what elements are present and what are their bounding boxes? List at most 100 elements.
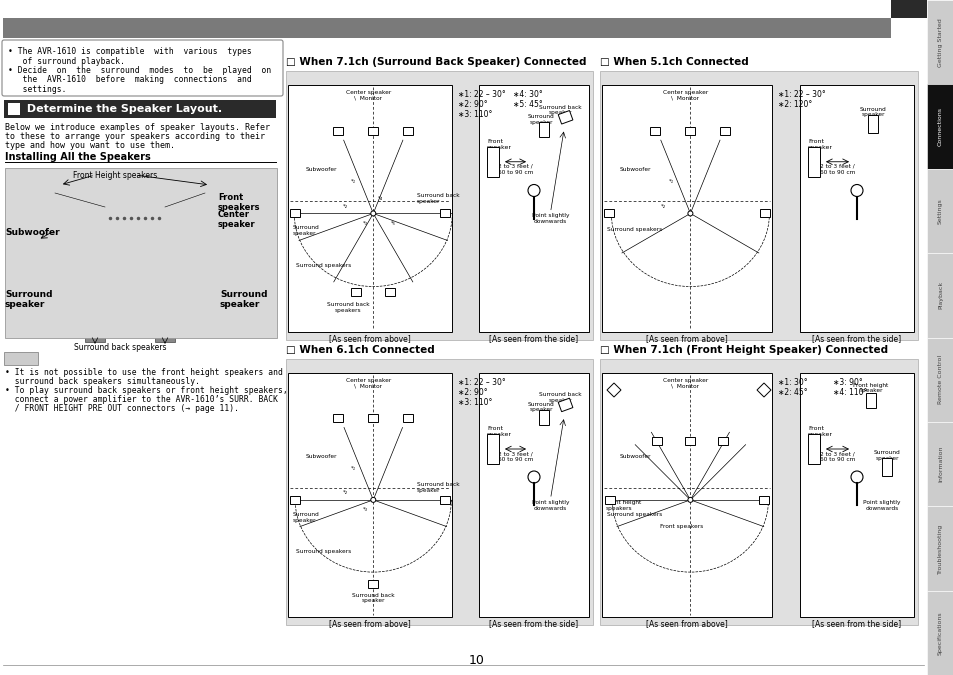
Text: Remote Control: Remote Control (937, 355, 942, 404)
Text: [As seen from the side]: [As seen from the side] (812, 334, 901, 343)
Text: ∗3: 110°: ∗3: 110° (457, 398, 492, 407)
Bar (286, 359, 593, 625)
Bar (4, 100, 275, 118)
Text: Installing All the Speakers: Installing All the Speakers (5, 152, 151, 162)
Bar (926, 422, 953, 506)
Bar (478, 85, 588, 332)
Circle shape (371, 211, 375, 216)
Bar (684, 437, 695, 446)
Bar (926, 84, 953, 169)
Text: Surround back
speaker: Surround back speaker (352, 593, 395, 603)
Text: [As seen from above]: [As seen from above] (645, 619, 727, 628)
Text: *₅: *₅ (391, 221, 395, 226)
Text: Front
speakers: Front speakers (218, 193, 260, 213)
Text: *₁: *₁ (668, 179, 673, 184)
Bar (926, 169, 953, 253)
Bar (807, 146, 820, 177)
Text: 1: 1 (10, 104, 17, 114)
Text: Surround back
speakers: Surround back speakers (327, 302, 369, 313)
Circle shape (687, 497, 692, 502)
Text: Surround speakers: Surround speakers (295, 263, 351, 268)
Bar (288, 85, 452, 332)
Text: 10: 10 (469, 654, 484, 667)
Text: ∗2: 120°: ∗2: 120° (778, 100, 811, 109)
Text: • To play surround back speakers or front height speakers,: • To play surround back speakers or fron… (5, 386, 288, 395)
Text: • It is not possible to use the front height speakers and: • It is not possible to use the front he… (5, 368, 283, 377)
Bar (601, 85, 771, 332)
Text: ∗1: 22 – 30°: ∗1: 22 – 30° (778, 90, 825, 99)
Bar (478, 373, 588, 617)
Text: Surround back
speaker: Surround back speaker (538, 105, 581, 115)
Text: ∗3: 110°: ∗3: 110° (457, 110, 492, 119)
Text: *₂: *₂ (659, 204, 664, 209)
Bar (368, 414, 378, 423)
Text: of surround playback.: of surround playback. (8, 57, 125, 65)
Bar (759, 496, 768, 504)
Text: Surround
speaker: Surround speaker (873, 450, 900, 461)
Text: Front height
speaker: Front height speaker (853, 383, 888, 394)
Text: Surround
speaker: Surround speaker (528, 402, 555, 412)
Text: Point slightly
downwards: Point slightly downwards (531, 213, 569, 224)
Bar (290, 496, 299, 504)
FancyBboxPatch shape (2, 40, 283, 96)
Bar (351, 288, 361, 296)
Text: ∗2: 45°: ∗2: 45° (778, 388, 807, 397)
Text: Surround back speakers: Surround back speakers (73, 343, 166, 352)
Text: *₄: *₄ (378, 196, 383, 201)
Text: Point slightly
downwards: Point slightly downwards (531, 500, 569, 511)
Text: Center
speaker: Center speaker (218, 210, 255, 230)
Text: Front speakers: Front speakers (659, 524, 703, 529)
Text: ∗3: 90°: ∗3: 90° (832, 378, 862, 387)
Text: NOTE: NOTE (9, 354, 33, 363)
Bar (652, 437, 661, 446)
Text: [As seen from the side]: [As seen from the side] (812, 619, 901, 628)
Bar (720, 127, 730, 135)
Bar (601, 373, 771, 617)
Bar (333, 414, 343, 423)
Text: settings.: settings. (8, 85, 67, 94)
Bar (3, 18, 890, 38)
Text: the  AVR-1610  before  making  connections  and: the AVR-1610 before making connections a… (8, 76, 252, 84)
Bar (368, 580, 378, 589)
Bar (604, 496, 615, 504)
Text: ENGLISH: ENGLISH (884, 4, 932, 14)
Bar (882, 458, 891, 477)
Polygon shape (606, 383, 620, 397)
Text: Surround
speaker: Surround speaker (528, 114, 555, 125)
Text: [As seen from the side]: [As seen from the side] (489, 334, 578, 343)
Bar (650, 127, 659, 135)
Bar (8, 103, 20, 115)
Text: Surround
speaker: Surround speaker (293, 512, 319, 522)
Bar (926, 0, 953, 84)
Bar (807, 434, 820, 464)
Bar (154, 316, 174, 342)
Text: Information: Information (937, 446, 942, 483)
Bar (865, 393, 875, 408)
Bar (403, 127, 413, 135)
Text: Getting Started: Getting Started (937, 18, 942, 67)
Bar (230, 267, 248, 295)
Circle shape (371, 497, 375, 502)
Bar (599, 359, 917, 625)
Polygon shape (558, 398, 573, 412)
Text: to these to arrange your speakers according to their: to these to arrange your speakers accord… (5, 132, 265, 141)
Bar (333, 127, 343, 135)
Text: Front
speaker: Front speaker (486, 426, 512, 437)
Bar (5, 168, 276, 338)
Bar (599, 71, 917, 340)
Text: Surround speakers: Surround speakers (606, 227, 661, 232)
Text: Surround
speaker: Surround speaker (5, 290, 52, 309)
Text: Troubleshooting: Troubleshooting (937, 523, 942, 574)
Text: *₂: *₂ (343, 204, 348, 209)
Bar (46, 183, 64, 205)
Bar (368, 127, 378, 135)
Text: □ When 6.1ch Connected: □ When 6.1ch Connected (286, 345, 435, 355)
Text: [As seen from above]: [As seen from above] (329, 334, 411, 343)
Text: / FRONT HEIGHT PRE OUT connectors (→ page 11).: / FRONT HEIGHT PRE OUT connectors (→ pag… (5, 404, 239, 413)
Bar (684, 127, 695, 135)
Text: Subwoofer: Subwoofer (619, 167, 651, 171)
Bar (926, 253, 953, 338)
Text: Determine the Speaker Layout.: Determine the Speaker Layout. (23, 104, 222, 114)
Text: Front
speaker: Front speaker (807, 426, 832, 437)
Text: Center speaker: Center speaker (345, 378, 391, 383)
